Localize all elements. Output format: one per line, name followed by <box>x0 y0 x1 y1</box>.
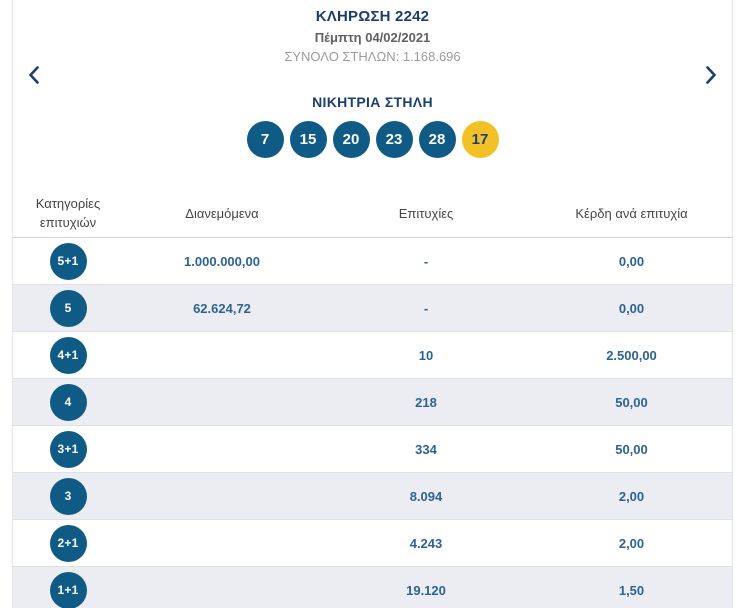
table-row: 5 62.624,72 - 0,00 <box>13 285 732 332</box>
table-row: 2+1 4.243 2,00 <box>13 520 732 567</box>
next-draw-button[interactable] <box>698 62 724 88</box>
winners-cell: 218 <box>415 394 437 410</box>
column-header-prize: Κέρδη ανά επιτυχία <box>575 205 688 221</box>
table-row: 3+1 334 50,00 <box>13 426 732 473</box>
winners-cell: - <box>423 253 429 269</box>
joker-number-ball: 17 <box>461 121 499 158</box>
prize-cell: 50,00 <box>615 441 648 457</box>
draw-header: ΚΛΗΡΩΣΗ 2242 Πέμπτη 04/02/2021 ΣΥΝΟΛΟ ΣΤ… <box>13 0 732 64</box>
winners-cell: 4.243 <box>409 535 443 551</box>
draw-results-panel: ΚΛΗΡΩΣΗ 2242 Πέμπτη 04/02/2021 ΣΥΝΟΛΟ ΣΤ… <box>12 0 733 608</box>
column-header-distributed: Διανεμόμενα <box>185 205 259 221</box>
category-badge: 2+1 <box>49 524 87 562</box>
column-header-winners: Επιτυχίες <box>398 205 454 221</box>
prize-cell: 0,00 <box>618 300 645 316</box>
table-row: 3 8.094 2,00 <box>13 473 732 520</box>
prize-cell: 2.500,00 <box>606 347 657 363</box>
table-row: 5+1 1.000.000,00 - 0,00 <box>13 238 732 285</box>
results-table-body: 5+1 1.000.000,00 - 0,00 5 62.624,72 - 0,… <box>13 238 732 608</box>
total-columns: ΣΥΝΟΛΟ ΣΤΗΛΩΝ: 1.168.696 <box>284 49 461 64</box>
table-row: 1+1 19.120 1,50 <box>13 567 732 608</box>
chevron-left-icon <box>28 66 40 84</box>
column-header-categories: Κατηγορίες επιτυχιών <box>35 196 101 230</box>
category-badge: 1+1 <box>49 571 87 608</box>
category-badge: 3+1 <box>49 430 87 468</box>
winners-cell: - <box>423 300 429 316</box>
winning-column-title: ΝΙΚΗΤΡΙΑ ΣΤΗΛΗ <box>312 94 433 110</box>
prize-cell: 0,00 <box>618 253 645 269</box>
category-badge: 5+1 <box>49 242 87 280</box>
category-badge: 3 <box>49 477 87 515</box>
draw-title: ΚΛΗΡΩΣΗ 2242 <box>315 8 430 25</box>
winning-number-ball: 28 <box>418 121 456 158</box>
category-badge: 5 <box>49 289 87 327</box>
winning-numbers: 7 15 20 23 28 17 <box>13 121 732 158</box>
winning-number-ball: 23 <box>375 121 413 158</box>
winners-cell: 334 <box>415 441 437 457</box>
prize-cell: 2,00 <box>618 488 645 504</box>
prize-cell: 1,50 <box>618 582 645 598</box>
table-row: 4 218 50,00 <box>13 379 732 426</box>
winning-number-ball: 20 <box>332 121 370 158</box>
winning-number-ball: 7 <box>246 121 284 158</box>
distributed-cell: 62.624,72 <box>193 300 251 316</box>
winning-number-ball: 15 <box>289 121 327 158</box>
winners-cell: 19.120 <box>406 582 446 598</box>
category-badge: 4+1 <box>49 336 87 374</box>
winners-cell: 8.094 <box>409 488 443 504</box>
draw-date: Πέμπτη 04/02/2021 <box>314 30 431 45</box>
chevron-right-icon <box>705 66 717 84</box>
distributed-cell: 1.000.000,00 <box>184 253 260 269</box>
table-row: 4+1 10 2.500,00 <box>13 332 732 379</box>
winners-cell: 10 <box>418 347 434 363</box>
category-badge: 4 <box>49 383 87 421</box>
prize-cell: 2,00 <box>618 535 645 551</box>
results-table-header: Κατηγορίες επιτυχιών Διανεμόμενα Επιτυχί… <box>13 191 732 238</box>
results-table: Κατηγορίες επιτυχιών Διανεμόμενα Επιτυχί… <box>13 191 732 608</box>
previous-draw-button[interactable] <box>21 62 47 88</box>
prize-cell: 50,00 <box>615 394 648 410</box>
